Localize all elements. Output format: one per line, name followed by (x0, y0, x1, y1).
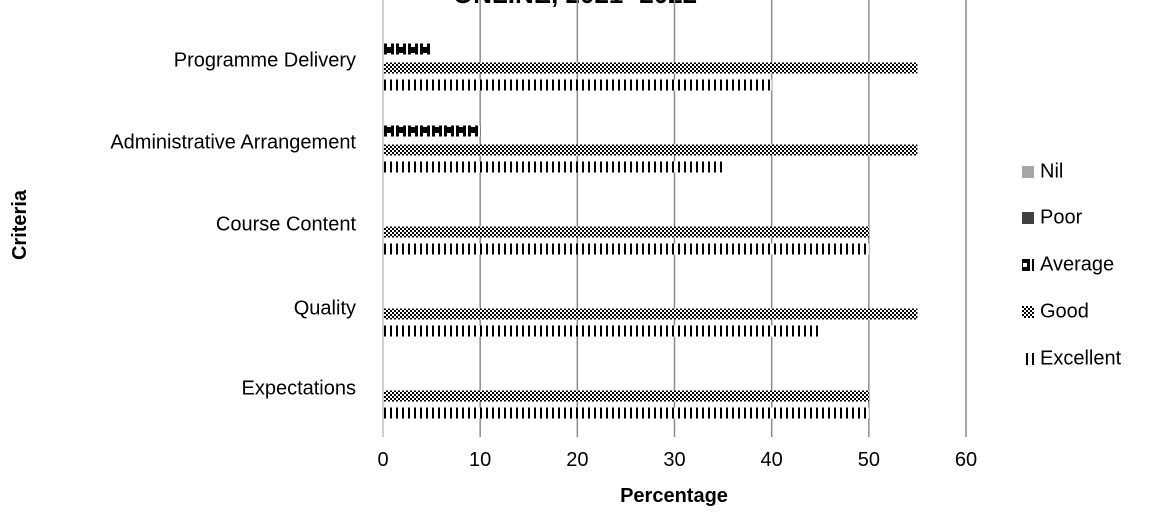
legend-label: Nil (1040, 160, 1063, 182)
bar-average (384, 43, 432, 55)
bar-excellent (384, 161, 724, 173)
x-tick-label: 60 (955, 449, 977, 471)
legend: Nil Poor Average Good Excellent (1022, 160, 1122, 369)
category-label: Expectations (241, 377, 356, 399)
y-axis-title: Criteria (9, 189, 31, 260)
x-axis-ticks: 0 10 20 30 40 50 60 (377, 449, 977, 471)
category-label: Programme Delivery (174, 49, 356, 71)
category-labels: Programme Delivery Administrative Arrange… (110, 49, 356, 399)
bar-excellent (384, 79, 772, 91)
legend-swatch-poor (1022, 212, 1034, 224)
x-tick-label: 50 (858, 449, 880, 471)
bar-average (384, 125, 481, 137)
legend-label: Good (1040, 300, 1089, 322)
bar-good (384, 308, 918, 320)
bar-good (384, 144, 918, 156)
bar-good (384, 390, 869, 402)
legend-swatch-nil (1022, 166, 1034, 178)
bar-excellent (384, 243, 869, 255)
legend-label: Poor (1040, 206, 1083, 228)
x-axis-title: Percentage (620, 485, 728, 507)
x-tick-label: 20 (566, 449, 588, 471)
bar-good (384, 226, 869, 238)
legend-label: Excellent (1040, 347, 1122, 369)
bar-excellent (384, 407, 869, 419)
chart-title: ONLINE, 2021- 2022 (453, 0, 697, 9)
legend-swatch-average (1022, 259, 1034, 271)
x-tick-label: 30 (663, 449, 685, 471)
bar-good (384, 62, 918, 74)
legend-swatch-good (1022, 306, 1034, 318)
category-label: Administrative Arrangement (110, 131, 356, 153)
bars (384, 43, 918, 419)
legend-swatch-excellent (1022, 353, 1034, 365)
x-tick-label: 10 (469, 449, 491, 471)
category-label: Quality (294, 297, 356, 319)
x-tick-label: 0 (377, 449, 388, 471)
category-label: Course Content (216, 213, 357, 235)
x-tick-label: 40 (761, 449, 783, 471)
bar-excellent (384, 325, 821, 337)
legend-label: Average (1040, 253, 1114, 275)
